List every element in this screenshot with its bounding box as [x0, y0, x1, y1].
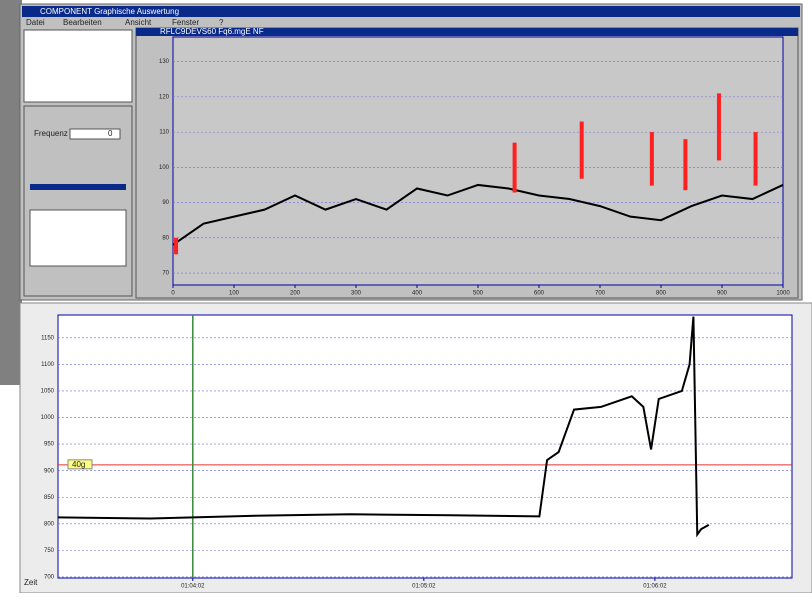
trend-area — [57, 314, 793, 579]
x-axis-label: Zeit — [24, 578, 38, 587]
y-tick-label: 120 — [159, 94, 170, 100]
y-tick-label: 130 — [159, 59, 170, 65]
peak — [649, 132, 654, 186]
y-tick-label: 100 — [159, 165, 170, 171]
y-tick-label: 750 — [44, 548, 55, 554]
x-tick-label: 900 — [717, 291, 728, 297]
plot-title: RFLC9DEVS60 Fq6.mgE NF — [160, 27, 264, 36]
log-list — [23, 29, 133, 103]
y-tick-label: 900 — [44, 468, 55, 474]
x-tick-label: 100 — [229, 291, 240, 297]
desktop — [0, 0, 22, 385]
plot-area — [172, 36, 784, 286]
title-bar — [22, 6, 800, 17]
field-label: Frequenz — [34, 129, 68, 138]
threshold-tag — [67, 459, 93, 470]
peak — [716, 93, 721, 161]
x-tick-label: 01:05:02 — [412, 584, 436, 590]
x-tick-label: 0 — [171, 291, 175, 297]
y-tick-label: 700 — [44, 575, 55, 581]
y-tick-label: 1150 — [41, 335, 55, 341]
x-tick-label: 600 — [534, 291, 545, 297]
trace — [57, 316, 710, 538]
y-tick-label: 1050 — [41, 389, 55, 395]
y-tick-label: 90 — [162, 200, 169, 206]
x-tick-label: 700 — [595, 291, 606, 297]
peak — [174, 237, 179, 255]
y-tick-label: 70 — [162, 271, 169, 277]
plot-title-bar — [136, 28, 798, 36]
x-tick-label: 300 — [351, 291, 362, 297]
window-title: COMPONENT Graphische Auswertung — [40, 7, 179, 16]
menu-bar — [22, 17, 800, 28]
y-tick-label: 850 — [44, 495, 55, 501]
peak — [683, 139, 688, 191]
y-tick-label: 800 — [44, 521, 55, 527]
y-tick-label: 1100 — [41, 362, 55, 368]
x-tick-label: 400 — [412, 291, 423, 297]
trace — [172, 183, 784, 246]
y-tick-label: 1000 — [41, 415, 55, 421]
x-tick-label: 200 — [290, 291, 301, 297]
menu-item[interactable]: Ansicht — [125, 18, 152, 27]
peak — [512, 142, 517, 193]
peak — [579, 121, 584, 179]
x-tick-label: 1000 — [776, 291, 790, 297]
menu-item[interactable]: Datei — [26, 18, 45, 27]
x-tick-label: 500 — [473, 291, 484, 297]
y-tick-label: 80 — [162, 235, 169, 241]
threshold-label: 40g — [72, 460, 85, 469]
menu-item[interactable]: ? — [219, 18, 224, 27]
menu-item[interactable]: Bearbeiten — [63, 18, 102, 27]
field-input[interactable] — [69, 128, 121, 140]
peak — [753, 132, 758, 186]
y-tick-label: 110 — [159, 130, 169, 136]
y-tick-label: 950 — [44, 442, 55, 448]
mini-plot — [29, 209, 127, 267]
x-tick-label: 01:04:02 — [181, 584, 205, 590]
field-value: 0 — [108, 129, 113, 138]
x-tick-label: 800 — [656, 291, 667, 297]
menu-item[interactable]: Fenster — [172, 18, 199, 27]
slider[interactable] — [30, 184, 126, 190]
x-tick-label: 01:06:02 — [643, 584, 667, 590]
